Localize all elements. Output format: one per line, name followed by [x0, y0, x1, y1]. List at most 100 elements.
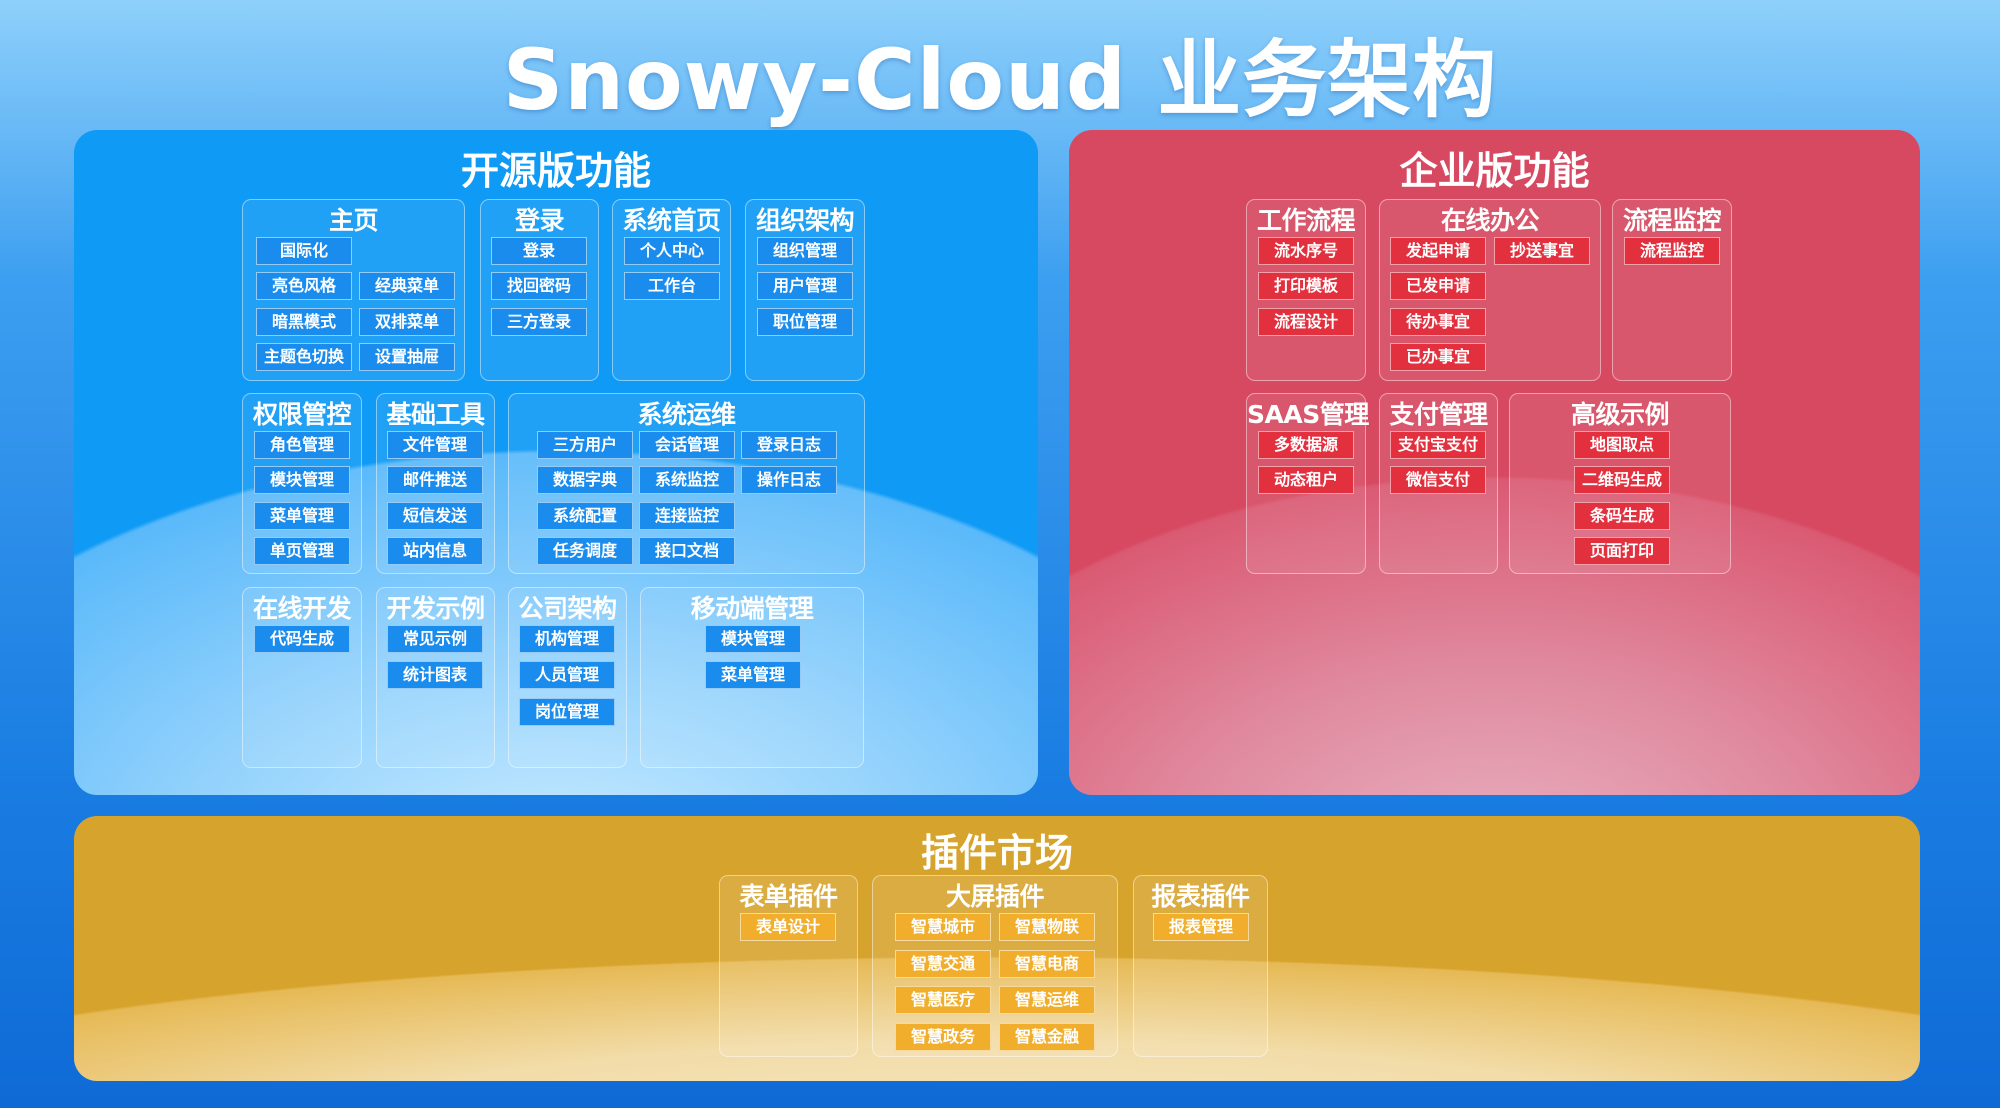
module-group: 公司架构 机构管理人员管理岗位管理	[508, 587, 627, 768]
module-group: 流程监控 流程监控	[1612, 199, 1732, 381]
feature-item[interactable]: 三方登录	[491, 308, 587, 336]
open-source-panel: 开源版功能 主页 国际化 亮色风格 经典菜单 暗黑模式 双排菜单 主题色切换 设置抽屉 登录 登录…	[74, 130, 1038, 795]
feature-item[interactable]: 抄送事宜	[1494, 237, 1590, 265]
panel-title: 企业版功能	[1399, 149, 1590, 193]
module-group: 支付管理 支付宝支付 微信支付	[1379, 393, 1498, 574]
feature-item[interactable]: 工作台	[624, 272, 720, 300]
module-group: 系统首页 个人中心工作台	[612, 199, 731, 381]
feature-item[interactable]: 职位管理	[757, 308, 853, 336]
feature-item[interactable]: 智慧交通	[895, 950, 991, 978]
group-title: 组织架构	[755, 206, 855, 235]
feature-item[interactable]: 任务调度	[537, 537, 633, 565]
feature-item[interactable]: 支付宝支付	[1390, 431, 1486, 459]
plugin-market-panel: 插件市场 表单插件 表单设计 大屏插件 智慧城市 智慧物联 智慧交通 智慧电商 智慧医疗 智慧运…	[74, 816, 1920, 1081]
feature-item[interactable]: 已发申请	[1390, 272, 1486, 300]
feature-item[interactable]: 菜单管理	[705, 661, 801, 689]
feature-item[interactable]: 岗位管理	[519, 698, 615, 726]
feature-item[interactable]: 会话管理	[639, 431, 735, 459]
feature-item[interactable]: 代码生成	[254, 625, 350, 653]
module-group: SAAS管理 多数据源动态租户	[1246, 393, 1369, 574]
feature-item[interactable]: 常见示例	[387, 625, 483, 653]
feature-item[interactable]: 系统监控	[639, 466, 735, 494]
feature-item[interactable]: 流水序号	[1258, 237, 1354, 265]
feature-item[interactable]: 找回密码	[491, 272, 587, 300]
feature-item[interactable]: 人员管理	[519, 661, 615, 689]
feature-item[interactable]: 系统配置	[537, 502, 633, 530]
feature-item[interactable]: 菜单管理	[254, 502, 350, 530]
feature-item[interactable]: 组织管理	[757, 237, 853, 265]
group-title: 在线开发	[252, 594, 352, 623]
group-title: SAAS管理	[1247, 400, 1369, 429]
feature-item[interactable]: 设置抽屉	[359, 343, 455, 371]
module-group: 在线开发 代码生成	[242, 587, 362, 768]
feature-item[interactable]: 模块管理	[254, 466, 350, 494]
feature-item[interactable]: 已办事宜	[1390, 343, 1486, 371]
feature-item[interactable]: 地图取点	[1574, 431, 1670, 459]
feature-item[interactable]: 单页管理	[254, 537, 350, 565]
module-group: 移动端管理 模块管理 菜单管理	[640, 587, 864, 768]
feature-item[interactable]: 主题色切换	[256, 343, 352, 371]
module-group: 基础工具 文件管理邮件推送短信发送站内信息	[376, 393, 495, 574]
feature-item[interactable]: 智慧城市	[895, 913, 991, 941]
feature-item[interactable]: 邮件推送	[387, 466, 483, 494]
group-title: 开发示例	[386, 594, 485, 623]
feature-item[interactable]: 暗黑模式	[256, 308, 352, 336]
feature-item[interactable]: 双排菜单	[359, 308, 455, 336]
feature-item[interactable]: 页面打印	[1574, 537, 1670, 565]
group-title: 基础工具	[386, 400, 485, 429]
feature-item[interactable]: 短信发送	[387, 502, 483, 530]
feature-item[interactable]: 流程监控	[1624, 237, 1720, 265]
feature-item[interactable]: 操作日志	[741, 466, 837, 494]
panel-title: 插件市场	[920, 831, 1073, 875]
feature-item[interactable]: 报表管理	[1153, 913, 1249, 941]
feature-item[interactable]: 国际化	[256, 237, 352, 265]
module-group: 登录 登录找回密码三方登录	[480, 199, 599, 381]
feature-item[interactable]: 智慧电商	[999, 950, 1095, 978]
feature-item[interactable]: 智慧运维	[999, 986, 1095, 1014]
feature-item[interactable]: 登录日志	[741, 431, 837, 459]
module-group: 高级示例 地图取点 二维码生成 条码生成 页面打印	[1509, 393, 1731, 574]
group-title: 权限管控	[252, 400, 352, 429]
module-group: 在线办公 发起申请 抄送事宜 已发申请待办事宜已办事宜	[1379, 199, 1601, 381]
feature-item[interactable]: 多数据源	[1258, 431, 1354, 459]
feature-item[interactable]: 统计图表	[387, 661, 483, 689]
feature-item[interactable]: 角色管理	[254, 431, 350, 459]
feature-item[interactable]: 表单设计	[740, 913, 836, 941]
module-group: 系统运维 三方用户 会话管理 登录日志 数据字典 系统监控 操作日志 系统配置 连接监控 任务调度…	[508, 393, 865, 574]
feature-item[interactable]: 发起申请	[1390, 237, 1486, 265]
feature-item[interactable]: 模块管理	[705, 625, 801, 653]
module-group: 大屏插件 智慧城市 智慧物联 智慧交通 智慧电商 智慧医疗 智慧运维 智慧政务 智慧金融	[872, 875, 1118, 1057]
feature-item[interactable]: 文件管理	[387, 431, 483, 459]
feature-item[interactable]: 三方用户	[537, 431, 633, 459]
feature-item[interactable]: 用户管理	[757, 272, 853, 300]
feature-item[interactable]: 站内信息	[387, 537, 483, 565]
feature-item[interactable]: 智慧物联	[999, 913, 1095, 941]
feature-item[interactable]: 接口文档	[639, 537, 735, 565]
feature-item[interactable]: 流程设计	[1258, 308, 1354, 336]
feature-item[interactable]: 二维码生成	[1574, 466, 1670, 494]
group-title: 公司架构	[518, 594, 617, 623]
module-group: 主页 国际化 亮色风格 经典菜单 暗黑模式 双排菜单 主题色切换 设置抽屉	[242, 199, 465, 381]
group-title: 在线办公	[1440, 206, 1540, 235]
feature-item[interactable]: 数据字典	[537, 466, 633, 494]
feature-item[interactable]: 智慧金融	[999, 1023, 1095, 1051]
feature-item[interactable]: 条码生成	[1574, 502, 1670, 530]
feature-item[interactable]: 个人中心	[624, 237, 720, 265]
feature-item[interactable]: 微信支付	[1390, 466, 1486, 494]
feature-item[interactable]: 待办事宜	[1390, 308, 1486, 336]
feature-item[interactable]: 智慧医疗	[895, 986, 991, 1014]
feature-item[interactable]: 机构管理	[519, 625, 615, 653]
feature-item[interactable]: 动态租户	[1258, 466, 1354, 494]
feature-item[interactable]: 连接监控	[639, 502, 735, 530]
group-title: 系统首页	[622, 206, 721, 235]
feature-item[interactable]: 打印模板	[1258, 272, 1354, 300]
feature-item[interactable]: 登录	[491, 237, 587, 265]
group-title: 登录	[514, 206, 565, 235]
feature-item[interactable]: 亮色风格	[256, 272, 352, 300]
feature-item[interactable]: 经典菜单	[359, 272, 455, 300]
feature-item[interactable]: 智慧政务	[895, 1023, 991, 1051]
module-group: 组织架构 组织管理用户管理职位管理	[745, 199, 865, 381]
group-title: 报表插件	[1151, 882, 1250, 911]
module-group: 报表插件 报表管理	[1133, 875, 1268, 1057]
panel-title: 开源版功能	[460, 149, 651, 193]
